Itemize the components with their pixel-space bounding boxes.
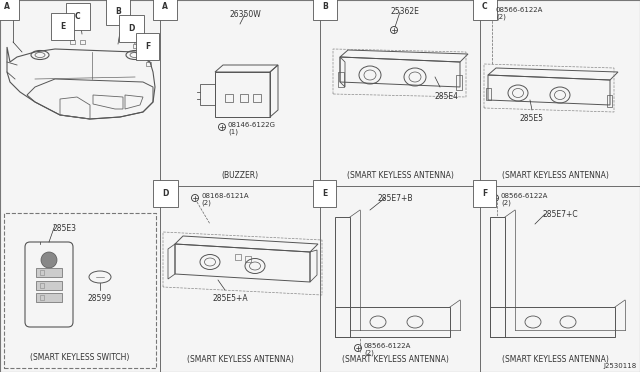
Bar — [80, 40, 85, 44]
Text: 26350W: 26350W — [229, 10, 261, 19]
Text: (2): (2) — [501, 200, 511, 206]
Bar — [36, 293, 62, 302]
Text: 08566-6122A: 08566-6122A — [496, 7, 543, 13]
Text: F: F — [482, 189, 487, 198]
Text: (SMART KEYLESS SWITCH): (SMART KEYLESS SWITCH) — [30, 353, 130, 362]
Text: E: E — [322, 189, 327, 198]
Text: (2): (2) — [496, 14, 506, 20]
Bar — [4, 213, 156, 368]
Text: F: F — [145, 42, 150, 51]
Bar — [40, 283, 44, 288]
Bar — [607, 95, 612, 107]
Text: 285E7+C: 285E7+C — [542, 210, 578, 219]
Bar — [225, 94, 233, 102]
Text: (2): (2) — [201, 200, 211, 206]
Text: 25362E: 25362E — [390, 7, 419, 16]
Bar — [338, 72, 344, 87]
Text: (2): (2) — [364, 350, 374, 356]
Bar — [235, 254, 241, 260]
Text: (SMART KEYLESS ANTENNA): (SMART KEYLESS ANTENNA) — [502, 171, 609, 180]
Bar — [36, 281, 62, 290]
Text: D: D — [162, 189, 168, 198]
Text: (SMART KEYLESS ANTENNA): (SMART KEYLESS ANTENNA) — [502, 355, 609, 364]
Bar — [40, 270, 44, 275]
Text: J2530118: J2530118 — [604, 363, 637, 369]
Text: B: B — [115, 7, 121, 16]
Text: A: A — [4, 2, 10, 11]
Bar — [486, 88, 491, 100]
Bar — [456, 75, 462, 90]
Bar — [70, 40, 75, 44]
Text: 285E3: 285E3 — [52, 224, 76, 233]
Text: (SMART KEYLESS ANTENNA): (SMART KEYLESS ANTENNA) — [187, 355, 293, 364]
Bar — [40, 295, 44, 300]
Text: 285E7+B: 285E7+B — [377, 194, 413, 203]
Text: 08168-6121A: 08168-6121A — [201, 193, 248, 199]
Text: A: A — [162, 2, 168, 11]
Text: E: E — [60, 22, 65, 31]
Text: 28599: 28599 — [88, 294, 112, 303]
Text: D: D — [128, 24, 134, 33]
Circle shape — [41, 252, 57, 268]
Bar — [36, 268, 62, 277]
Text: (SMART KEYLESS ANTENNA): (SMART KEYLESS ANTENNA) — [342, 355, 449, 364]
Bar — [133, 44, 138, 48]
Bar — [240, 94, 248, 102]
Text: 08566-6122A: 08566-6122A — [364, 343, 412, 349]
Text: (SMART KEYLESS ANTENNA): (SMART KEYLESS ANTENNA) — [347, 171, 453, 180]
Text: 08146-6122G: 08146-6122G — [228, 122, 276, 128]
Text: C: C — [75, 12, 81, 21]
Text: (1): (1) — [228, 129, 238, 135]
Text: 285E5+A: 285E5+A — [212, 294, 248, 303]
Bar — [245, 256, 251, 262]
Text: (BUZZER): (BUZZER) — [221, 171, 259, 180]
Text: C: C — [482, 2, 488, 11]
Bar — [146, 62, 151, 66]
Text: 08566-6122A: 08566-6122A — [501, 193, 548, 199]
Text: 285E4: 285E4 — [435, 92, 459, 101]
Text: B: B — [322, 2, 328, 11]
Text: 285E5: 285E5 — [520, 114, 544, 123]
Bar — [253, 94, 261, 102]
